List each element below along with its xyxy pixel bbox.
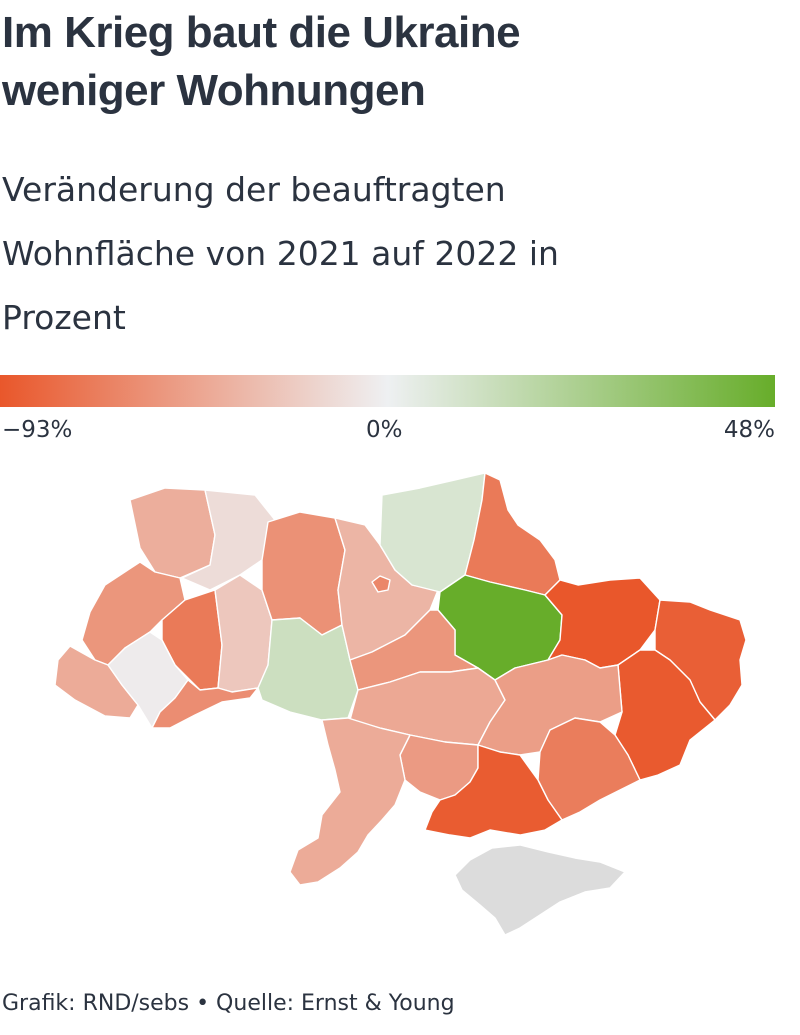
title-line-2: weniger Wohnungen bbox=[2, 66, 426, 115]
scale-max-label: 48% bbox=[723, 417, 775, 443]
title-line-1: Im Krieg baut die Ukraine bbox=[2, 8, 521, 57]
color-scale-gradient bbox=[0, 375, 775, 407]
scale-min-label: −93% bbox=[2, 417, 73, 443]
ukraine-choropleth-map bbox=[54, 472, 747, 936]
region-odesa[interactable] bbox=[289, 717, 411, 886]
region-zakarpattia[interactable] bbox=[54, 645, 139, 719]
chart-title: Im Krieg baut die Ukraine weniger Wohnung… bbox=[2, 4, 792, 120]
region-rivne[interactable] bbox=[181, 489, 276, 591]
region-crimea[interactable] bbox=[454, 844, 626, 936]
source-credit: Grafik: RND/sebs • Quelle: Ernst & Young bbox=[2, 991, 455, 1016]
chart-subtitle: Veränderung der beauftragten Wohnfläche v… bbox=[2, 158, 782, 350]
region-zhytomyr[interactable] bbox=[261, 511, 346, 636]
subtitle-line-3: Prozent bbox=[2, 298, 126, 337]
color-scale-bar bbox=[0, 375, 775, 407]
region-kyiv-city[interactable] bbox=[371, 575, 391, 593]
subtitle-line-2: Wohnfläche von 2021 auf 2022 in bbox=[2, 234, 559, 273]
scale-mid-label: 0% bbox=[366, 417, 403, 443]
region-chernivtsi[interactable] bbox=[151, 679, 259, 729]
region-kherson[interactable] bbox=[424, 744, 563, 839]
subtitle-line-1: Veränderung der beauftragten bbox=[2, 170, 506, 209]
region-vinnytsia[interactable] bbox=[257, 617, 359, 721]
